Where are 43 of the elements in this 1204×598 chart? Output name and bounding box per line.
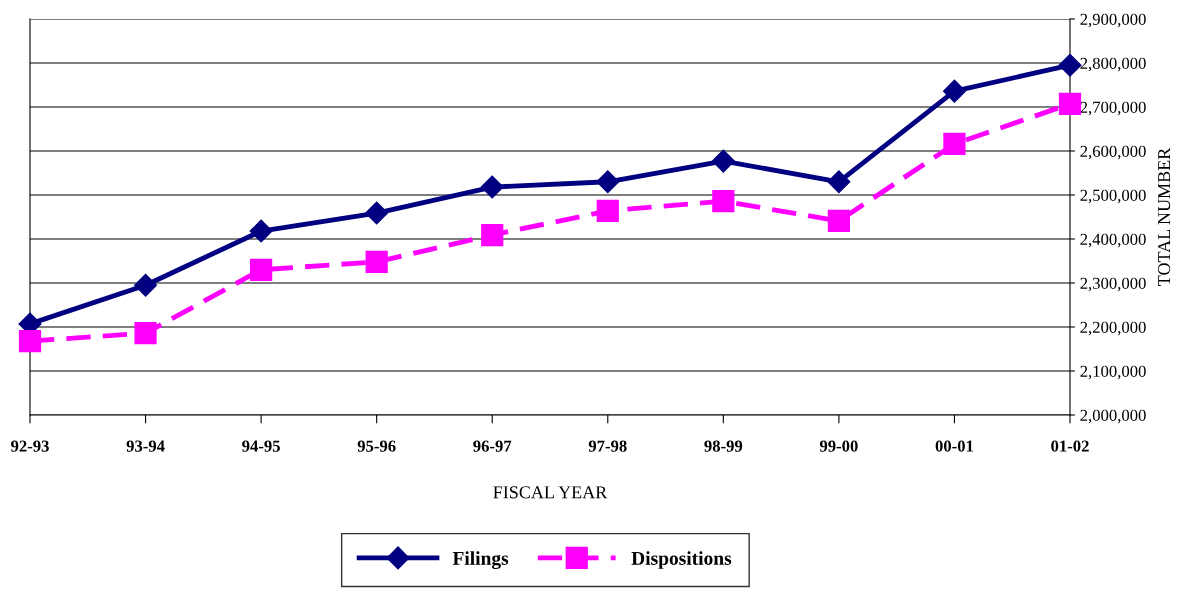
point (134, 322, 157, 345)
y-tick-label: 2,400,000 (1080, 233, 1146, 248)
x-axis-title: FISCAL YEAR (493, 486, 608, 499)
y-tick-label: 2,500,000 (1080, 189, 1146, 204)
y-tick-label: 2,300,000 (1080, 277, 1146, 292)
x-tick-label: 92-93 (11, 440, 49, 452)
point (249, 219, 273, 243)
y-tick-label: 2,800,000 (1080, 57, 1146, 72)
point (1058, 53, 1082, 77)
y-tick-label: 2,600,000 (1080, 145, 1146, 160)
point (249, 258, 273, 281)
x-tick-label: 94-95 (242, 440, 280, 452)
x-tick-label: 99-00 (819, 440, 858, 452)
point (712, 190, 735, 213)
point (134, 273, 158, 297)
point (827, 170, 851, 194)
x-tick-label: 93-94 (126, 440, 165, 452)
x-tick-label: 96-97 (473, 440, 512, 452)
x-tick-label: 97-98 (588, 440, 627, 452)
y-tick-label: 2,000,000 (1080, 409, 1146, 424)
point (365, 250, 388, 273)
point (596, 170, 620, 194)
x-tick-label: 98-99 (704, 440, 743, 452)
y-tick-label: 2,100,000 (1080, 365, 1146, 380)
x-tick-label: 95-96 (357, 440, 396, 452)
point (942, 79, 966, 103)
point (1058, 92, 1082, 116)
x-tick-label: 01-02 (1051, 440, 1089, 452)
x-tick-label: 00-01 (935, 440, 974, 452)
legend-label: Dispositions (631, 551, 732, 569)
point (827, 209, 851, 233)
y-axis-title: TOTAL NUMBER (1158, 147, 1171, 286)
point (18, 329, 42, 353)
point (711, 149, 735, 173)
point (365, 201, 389, 225)
point (480, 175, 504, 199)
point (481, 223, 504, 247)
y-tick-label: 2,900,000 (1080, 13, 1146, 28)
point (943, 132, 966, 156)
y-tick-label: 2,200,000 (1080, 321, 1146, 336)
y-tick-label: 2,700,000 (1080, 101, 1146, 116)
legend-label: Filings (452, 551, 509, 569)
point (596, 199, 619, 222)
